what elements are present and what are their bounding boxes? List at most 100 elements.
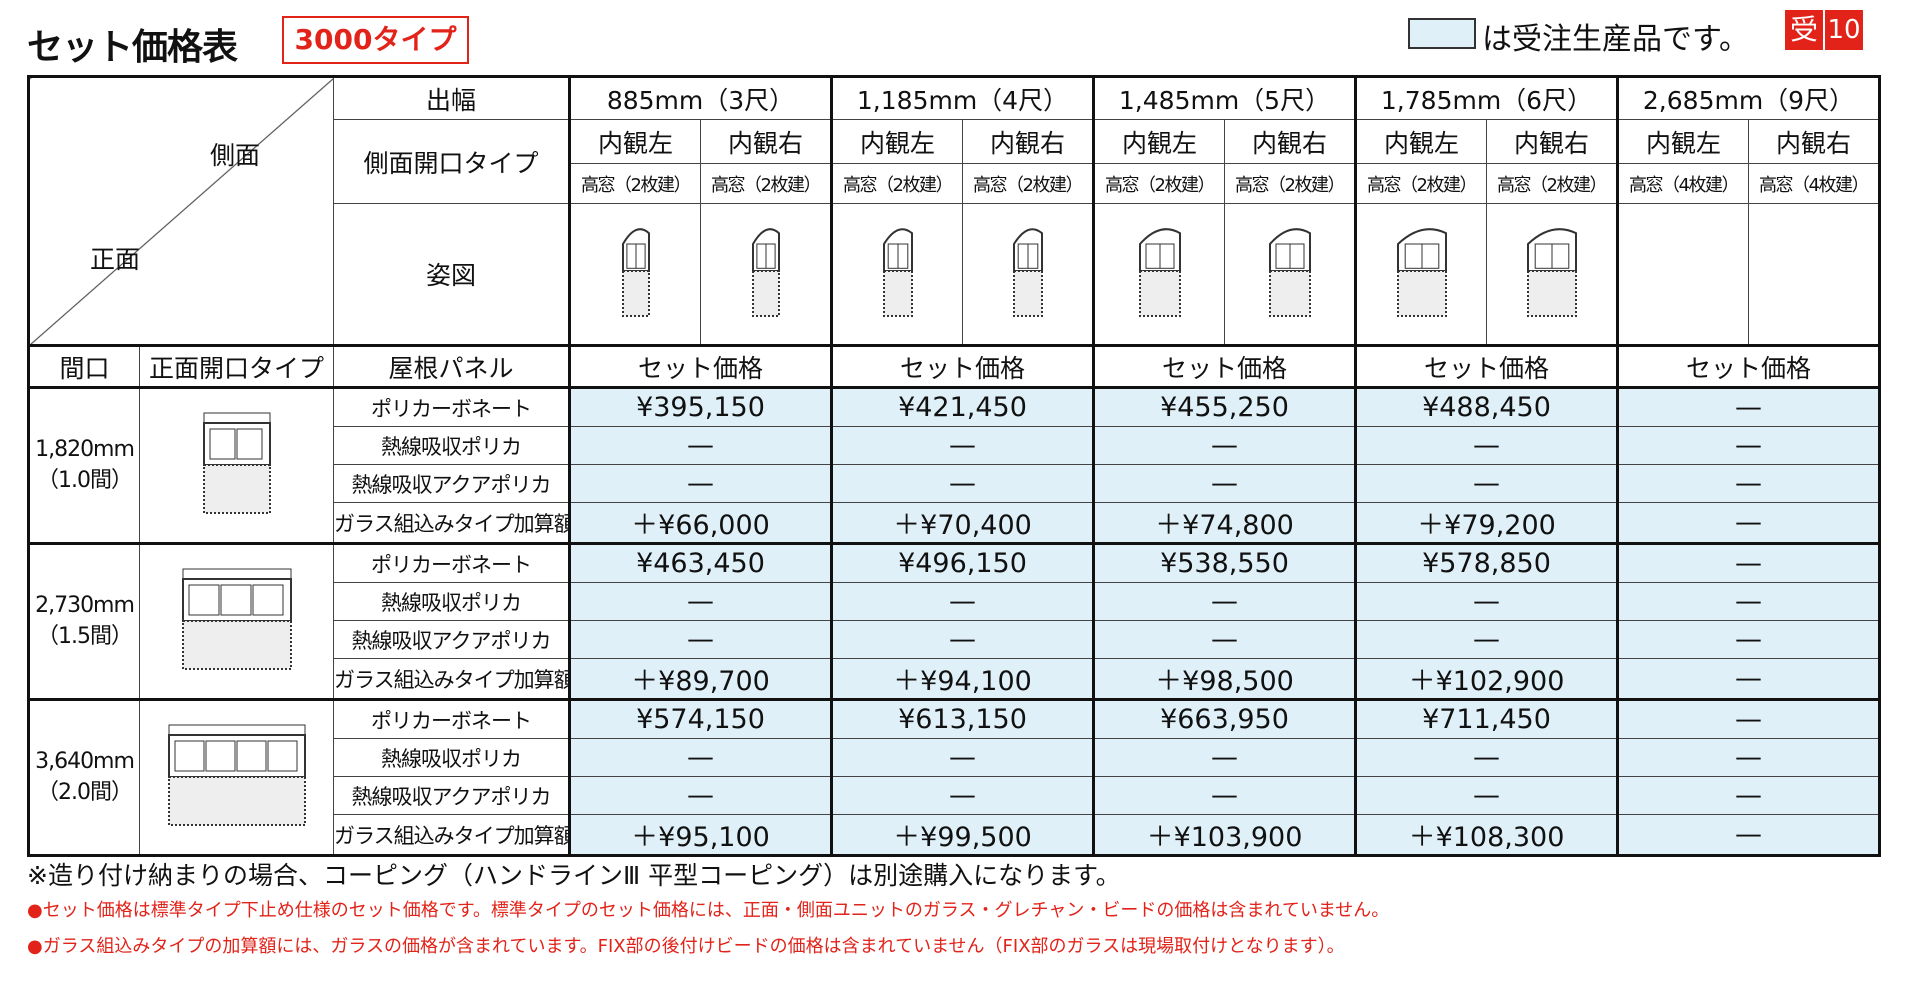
- price: —: [568, 426, 832, 465]
- price-row: 熱線吸収ポリカ — — — — —: [29, 582, 1880, 621]
- figure-cell: [1616, 203, 1749, 346]
- figure: [1012, 228, 1043, 317]
- price: ＋¥74,800: [1092, 502, 1356, 544]
- price: —: [1616, 386, 1880, 427]
- price: —: [1616, 698, 1880, 739]
- size-header: 1,485mm（5尺）: [1092, 76, 1356, 120]
- window-label: 高窓（2枚建）: [1224, 163, 1356, 204]
- price: —: [1354, 464, 1618, 503]
- tag: 受: [1785, 10, 1823, 50]
- price-row: 3,640mm （2.0間） ポリカーボネート ¥574,150 ¥613,150 ¥66…: [28, 698, 1880, 856]
- price: —: [1616, 542, 1880, 583]
- frontage-ken: （1.0間）: [37, 468, 133, 493]
- panel-name: 熱線吸収ポリカ: [333, 738, 570, 777]
- price: —: [830, 582, 1094, 621]
- figure-cell: [830, 203, 963, 346]
- view-label: 内観左: [1616, 119, 1749, 164]
- price: ¥663,950: [1092, 698, 1356, 739]
- header-row: 間口 正面開口タイプ 屋根パネル セット価格 セット価格 セット価格 セット価格 セット価格: [28, 344, 1880, 388]
- price: —: [1092, 582, 1356, 621]
- price: —: [568, 776, 832, 815]
- figure: [1396, 228, 1447, 317]
- price-row: 熱線吸収ポリカ — — — — —: [29, 738, 1880, 777]
- window-label: 高窓（2枚建）: [1092, 163, 1225, 204]
- front-figure: [139, 386, 334, 544]
- header-row: 高窓（2枚建） 高窓（2枚建） 高窓（2枚建） 高窓（2枚建） 高窓（2枚建） 高窓（2枚…: [29, 163, 1880, 204]
- window-label: 高窓（2枚建）: [1486, 163, 1618, 204]
- price: —: [1354, 582, 1618, 621]
- price-row: 2,730mm （1.5間） ポリカーボネート ¥463,450 ¥496,150 ¥53…: [28, 542, 1880, 700]
- figure-label: 姿図: [333, 203, 570, 346]
- figure: [167, 724, 306, 826]
- price: ＋¥102,900: [1354, 658, 1618, 700]
- window-label: 高窓（2枚建）: [1354, 163, 1487, 204]
- panel-name: ガラス組込みタイプ加算額: [333, 502, 570, 544]
- price-row: ガラス組込みタイプ加算額 ＋¥95,100 ＋¥99,500 ＋¥103,900 ＋¥1…: [29, 814, 1880, 856]
- frontage-ken: （1.5間）: [37, 624, 133, 649]
- price: —: [830, 620, 1094, 659]
- panel-name: ガラス組込みタイプ加算額: [333, 814, 570, 856]
- price: —: [830, 464, 1094, 503]
- corner-cell: 側面 正面: [28, 76, 334, 346]
- figure-cell: [568, 203, 701, 346]
- price: —: [1092, 426, 1356, 465]
- window-label: 高窓（2枚建）: [830, 163, 963, 204]
- price: ＋¥95,100: [568, 814, 832, 856]
- price: ＋¥66,000: [568, 502, 832, 544]
- figure-cell: [1486, 203, 1618, 346]
- frontage-cell: 2,730mm （1.5間）: [28, 542, 140, 700]
- price: ¥574,150: [568, 698, 832, 739]
- legend-swatch: [1408, 18, 1476, 49]
- window-label: 高窓（2枚建）: [962, 163, 1094, 204]
- price-row: ガラス組込みタイプ加算額 ＋¥89,700 ＋¥94,100 ＋¥98,500 ＋¥10…: [29, 658, 1880, 700]
- frontage-label: 間口: [28, 344, 140, 388]
- window-label: 高窓（4枚建）: [1616, 163, 1749, 204]
- figure-cell: [1224, 203, 1356, 346]
- figure-cell: [962, 203, 1094, 346]
- panel-name: ポリカーボネート: [333, 698, 570, 739]
- price-row: 熱線吸収アクアポリカ — — — — —: [29, 620, 1880, 659]
- panel-name: 熱線吸収ポリカ: [333, 582, 570, 621]
- front-figure: [139, 698, 334, 856]
- price: —: [1616, 814, 1880, 856]
- price: ¥421,450: [830, 386, 1094, 427]
- price: —: [1616, 738, 1880, 777]
- panel-name: 熱線吸収ポリカ: [333, 426, 570, 465]
- panel-name: 熱線吸収アクアポリカ: [333, 776, 570, 815]
- price-row: 熱線吸収アクアポリカ — — — — —: [29, 464, 1880, 503]
- price: —: [830, 776, 1094, 815]
- size-header: 1,785mm（6尺）: [1354, 76, 1618, 120]
- price: ¥395,150: [568, 386, 832, 427]
- view-label: 内観右: [1224, 119, 1356, 164]
- price: ＋¥94,100: [830, 658, 1094, 700]
- price: —: [1616, 502, 1880, 544]
- price-label: セット価格: [830, 344, 1094, 388]
- price-row: 1,820mm （1.0間） ポリカーボネート ¥395,150 ¥421,450 ¥45…: [28, 386, 1880, 544]
- figure: [751, 228, 780, 317]
- price: ¥455,250: [1092, 386, 1356, 427]
- price-label: セット価格: [568, 344, 832, 388]
- figure: [181, 568, 292, 670]
- view-label: 内観左: [1354, 119, 1487, 164]
- price: —: [568, 582, 832, 621]
- window-label: 高窓（2枚建）: [700, 163, 832, 204]
- price: —: [1616, 776, 1880, 815]
- price-table: 側面 正面 出幅 885mm（3尺） 1,185mm（4尺） 1,485mm（5尺） 1,7…: [27, 75, 1881, 857]
- price: —: [830, 426, 1094, 465]
- price: ＋¥70,400: [830, 502, 1094, 544]
- figure: [621, 228, 650, 317]
- price: ¥496,150: [830, 542, 1094, 583]
- panel-name: ポリカーボネート: [333, 386, 570, 427]
- price: —: [1616, 620, 1880, 659]
- frontage-ken: （2.0間）: [37, 780, 133, 805]
- frontage-width: 3,640mm: [35, 749, 135, 774]
- price: ¥711,450: [1354, 698, 1618, 739]
- figure: [1526, 228, 1577, 317]
- price-row: 熱線吸収アクアポリカ — — — — —: [29, 776, 1880, 815]
- header-row: 側面 正面 出幅 885mm（3尺） 1,185mm（4尺） 1,485mm（5尺） 1,7…: [28, 76, 1880, 346]
- price: ＋¥89,700: [568, 658, 832, 700]
- tag-number: 10: [1825, 10, 1863, 50]
- size-header: 1,185mm（4尺）: [830, 76, 1094, 120]
- panel-name: ガラス組込みタイプ加算額: [333, 658, 570, 700]
